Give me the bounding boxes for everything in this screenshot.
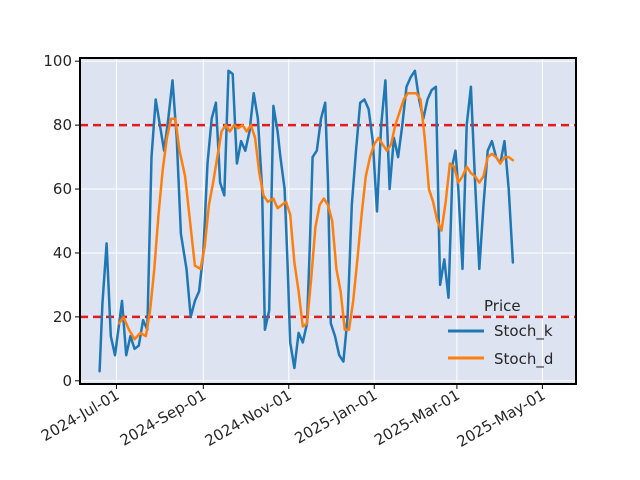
plot-frame xyxy=(79,57,577,385)
legend: Price Stoch_k Stoch_d xyxy=(448,297,553,369)
series-layer xyxy=(98,69,515,373)
y-tick-label: 40 xyxy=(53,244,72,262)
legend-label-stoch-k: Stoch_k xyxy=(494,322,553,341)
y-tick-label: 60 xyxy=(53,180,72,198)
y-tick-label: 100 xyxy=(43,52,72,70)
reference-lines xyxy=(80,123,576,319)
legend-title: Price xyxy=(484,297,521,315)
y-tick-label: 0 xyxy=(62,372,72,390)
y-tick-label: 80 xyxy=(53,116,72,134)
y-tick-label: 20 xyxy=(53,308,72,326)
y-axis: 0 20 40 60 80 100 xyxy=(43,52,80,390)
series-line-stoch-d xyxy=(117,91,515,341)
legend-label-stoch-d: Stoch_d xyxy=(494,350,553,369)
